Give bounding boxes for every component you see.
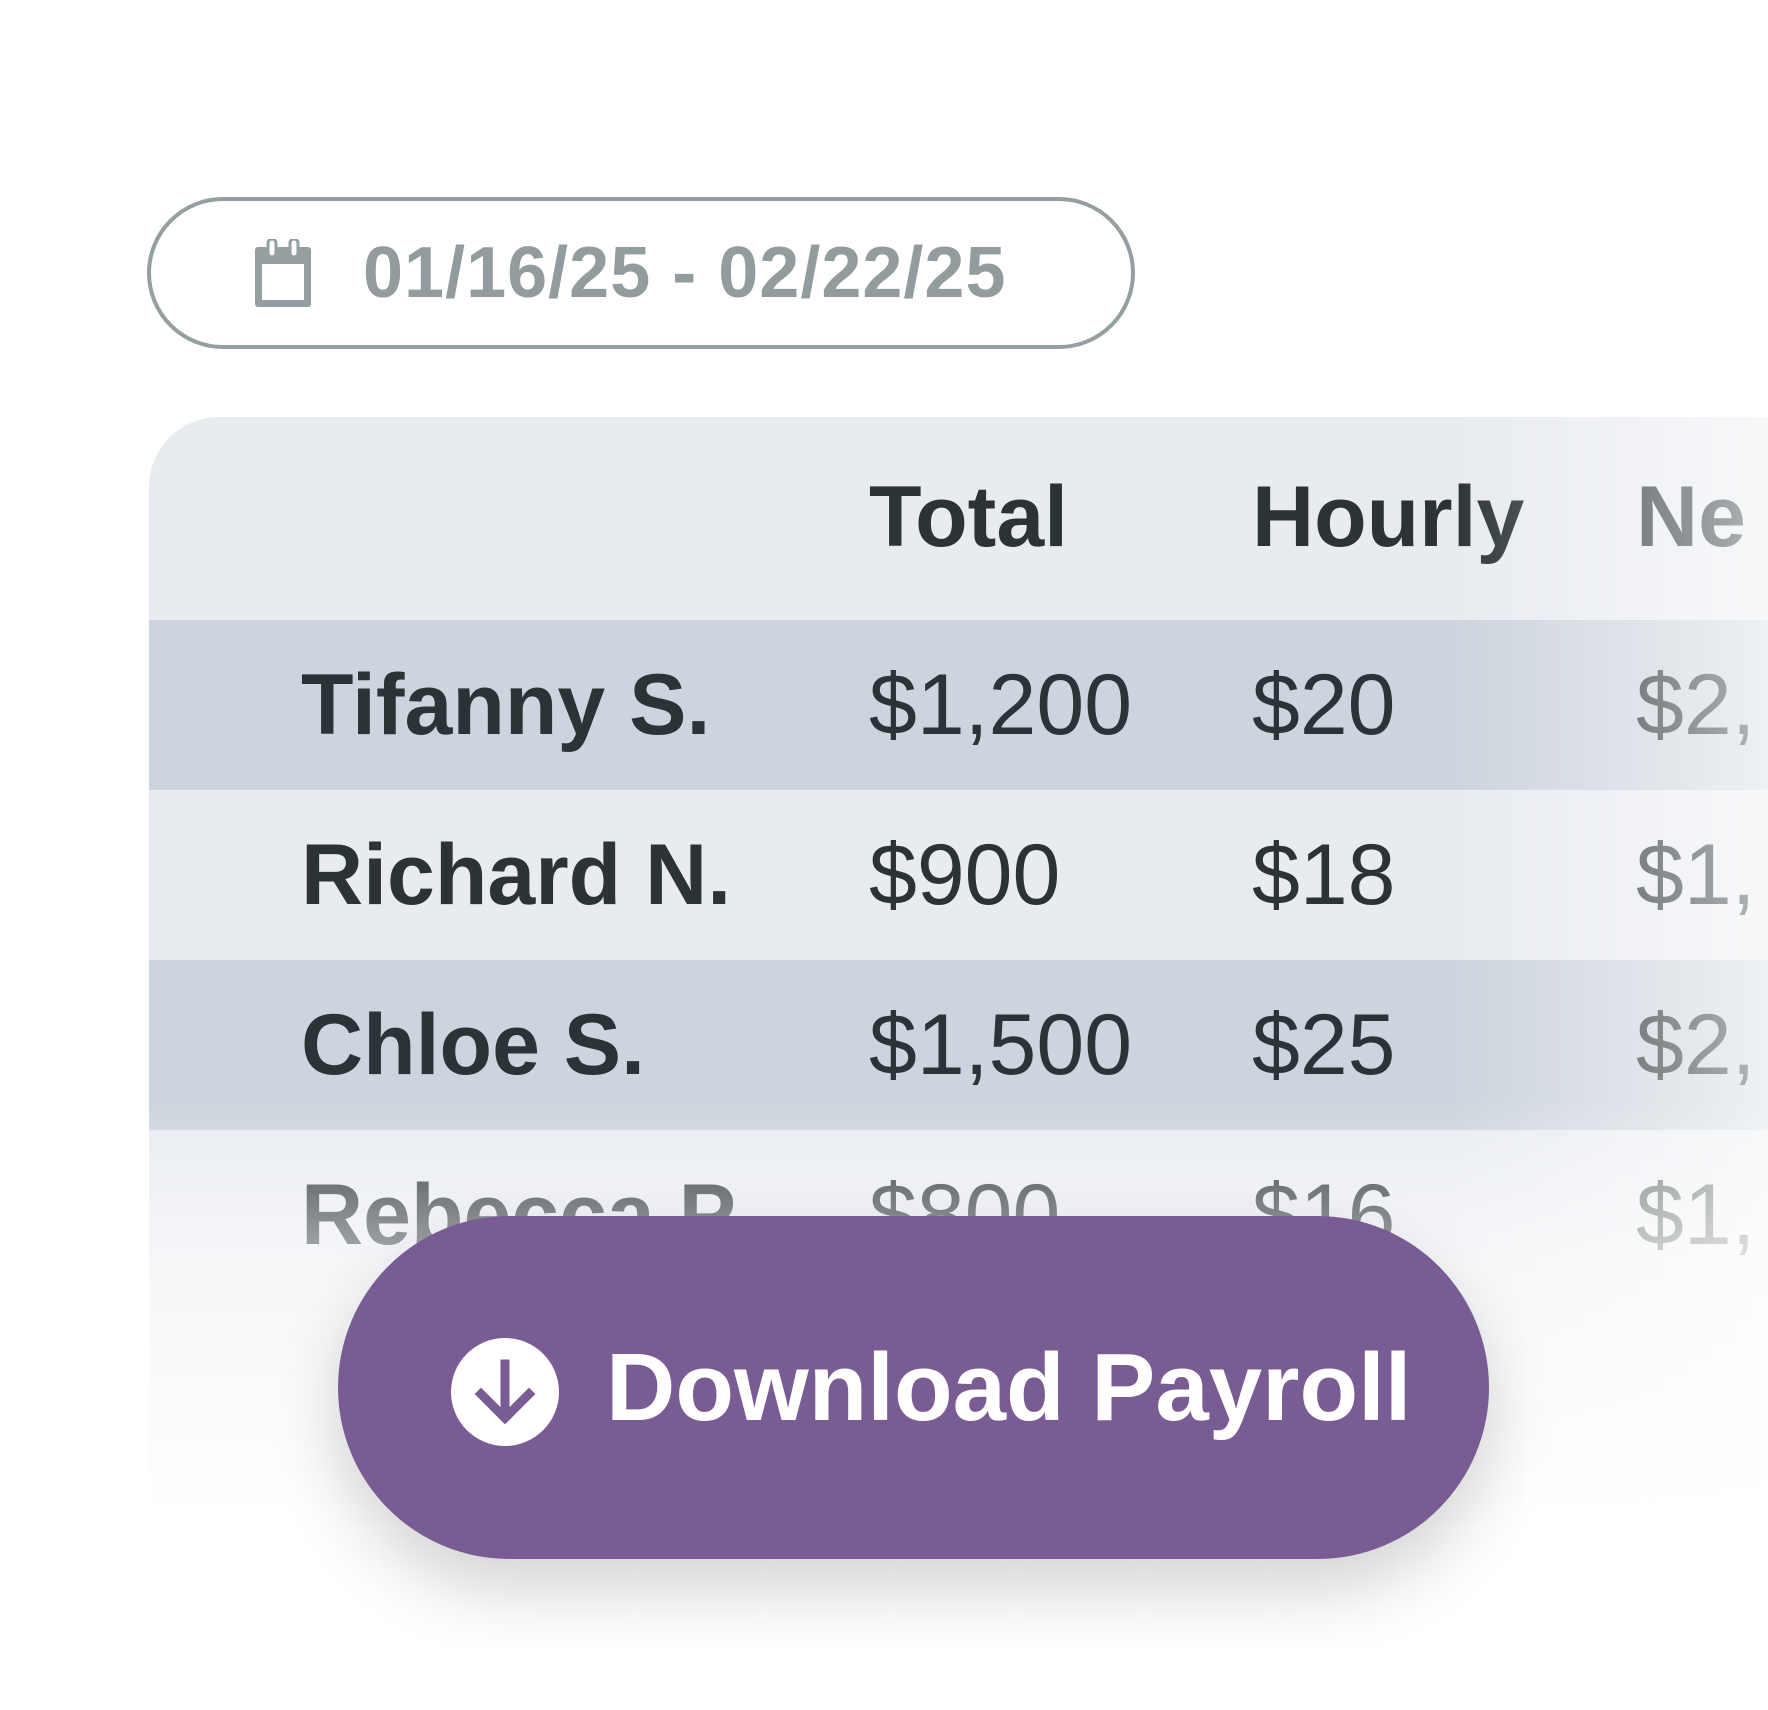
header-hourly: Hourly xyxy=(1252,469,1525,565)
table-row[interactable]: Tifanny S. $1,200 $20 $2, xyxy=(149,620,1768,790)
employee-name: Richard N. xyxy=(301,827,732,923)
header-net: Ne xyxy=(1636,469,1746,565)
download-payroll-button[interactable]: Download Payroll xyxy=(338,1216,1489,1559)
total-value: $900 xyxy=(869,827,1061,923)
download-icon xyxy=(451,1338,559,1446)
net-value: $1, xyxy=(1636,827,1756,923)
employee-name: Chloe S. xyxy=(301,997,646,1093)
total-value: $1,200 xyxy=(869,657,1133,753)
hourly-value: $25 xyxy=(1252,997,1396,1093)
net-value: $2, xyxy=(1636,997,1756,1093)
hourly-value: $18 xyxy=(1252,827,1396,923)
calendar-icon xyxy=(255,239,311,307)
download-payroll-label: Download Payroll xyxy=(606,1334,1412,1441)
net-value: $2, xyxy=(1636,657,1756,753)
table-row[interactable]: Richard N. $900 $18 $1, xyxy=(149,790,1768,960)
date-range-picker[interactable]: 01/16/25 - 02/22/25 xyxy=(147,197,1135,349)
date-range-text: 01/16/25 - 02/22/25 xyxy=(363,233,1007,313)
table-header: Total Hourly Ne xyxy=(149,417,1768,620)
net-value: $1, xyxy=(1636,1167,1756,1263)
total-value: $1,500 xyxy=(869,997,1133,1093)
header-total: Total xyxy=(869,469,1069,565)
employee-name: Tifanny S. xyxy=(301,657,711,753)
table-row[interactable]: Chloe S. $1,500 $25 $2, xyxy=(149,960,1768,1130)
hourly-value: $20 xyxy=(1252,657,1396,753)
